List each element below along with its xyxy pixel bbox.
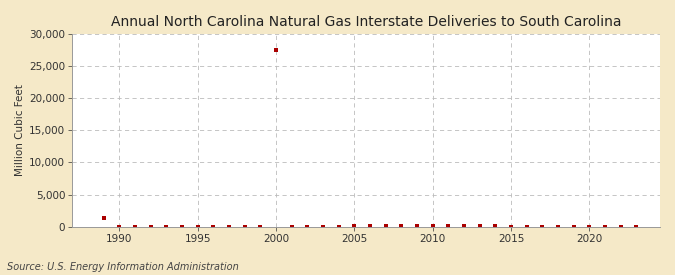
Y-axis label: Million Cubic Feet: Million Cubic Feet bbox=[15, 84, 25, 176]
Text: Source: U.S. Energy Information Administration: Source: U.S. Energy Information Administ… bbox=[7, 262, 238, 272]
Title: Annual North Carolina Natural Gas Interstate Deliveries to South Carolina: Annual North Carolina Natural Gas Inters… bbox=[111, 15, 622, 29]
